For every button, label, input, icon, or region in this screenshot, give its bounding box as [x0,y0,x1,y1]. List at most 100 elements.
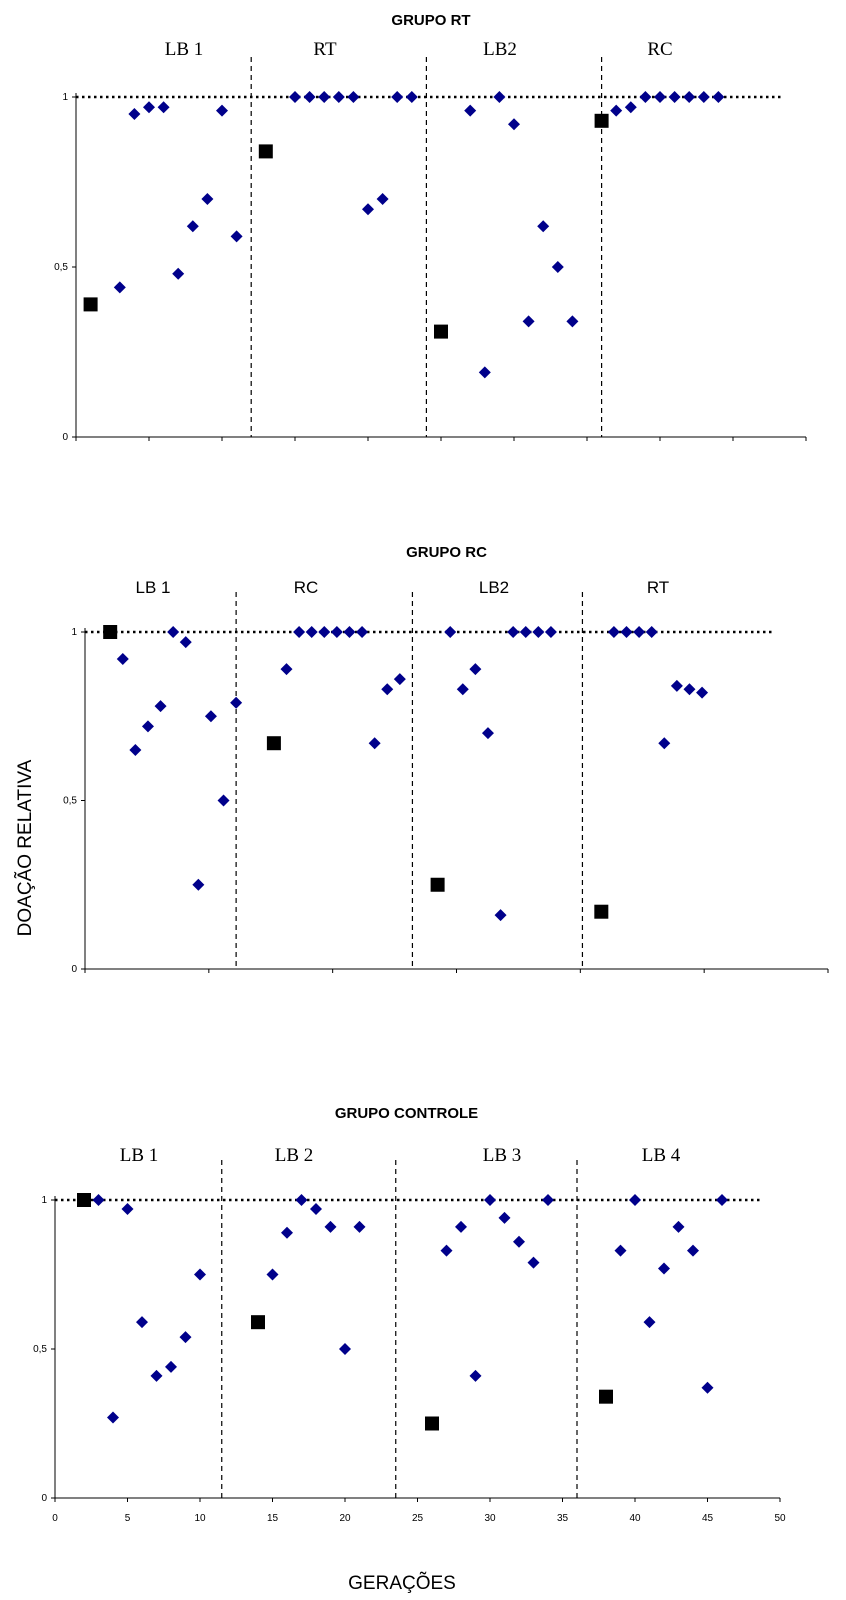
phase-label: RT [313,39,337,60]
phase-label: LB 1 [136,578,171,597]
data-point-diamond [658,737,671,750]
data-point-diamond [670,679,683,692]
data-point-diamond [607,626,620,638]
data-point-diamond [498,1211,511,1224]
phase-label: LB 1 [165,39,204,60]
data-point-diamond [469,663,482,676]
data-point-diamond [620,626,633,638]
data-point-diamond [324,1220,337,1233]
data-point-square [77,1193,91,1207]
data-point-diamond [332,91,345,103]
y-tick-label: 1 [71,627,77,638]
x-tick-label: 20 [339,1513,351,1524]
data-point-diamond [624,101,637,114]
data-point-diamond [217,794,230,807]
y-axis-label: DOAÇÃO RELATIVA [14,759,36,936]
data-point-diamond [478,366,491,379]
data-point-diamond [716,1194,728,1206]
data-point-diamond [192,878,205,891]
data-point-diamond [356,626,369,638]
data-point-diamond [645,626,658,638]
data-point-diamond [519,626,532,638]
data-point-diamond [293,626,306,638]
y-tick-label: 0,5 [63,796,77,807]
y-tick-label: 0 [62,432,68,443]
data-point-diamond [405,91,418,103]
data-point-diamond [522,315,535,328]
y-tick-label: 0 [71,964,77,975]
data-point-diamond [455,1220,467,1233]
data-point-diamond [614,1244,627,1257]
data-point-diamond [295,1194,308,1206]
data-point-square [430,877,445,892]
data-point-diamond [330,626,343,638]
x-tick-label: 25 [412,1513,424,1524]
x-tick-label: 15 [267,1513,279,1524]
data-point-diamond [266,1268,279,1281]
y-tick-label: 1 [62,92,68,103]
x-tick-label: 10 [194,1513,206,1524]
data-point-diamond [507,626,520,638]
y-tick-label: 0,5 [33,1344,47,1355]
phase-label: LB 1 [120,1145,159,1166]
data-point-diamond [136,1316,148,1329]
data-point-diamond [347,91,360,103]
y-tick-label: 0 [41,1493,47,1504]
data-point-diamond [376,193,389,205]
data-point-diamond [701,1381,714,1394]
data-point-diamond [318,91,331,103]
data-point-diamond [683,683,696,696]
x-tick-label: 5 [125,1513,131,1524]
data-point-diamond [186,220,199,233]
data-point-diamond [310,1202,322,1215]
phase-label: LB 2 [275,1145,314,1166]
data-point-square [251,1315,265,1330]
phase-label: LB2 [483,39,517,60]
data-point-diamond [141,720,154,733]
data-point-diamond [128,108,141,120]
data-point-diamond [469,1369,482,1382]
data-point-diamond [143,101,155,114]
x-tick-label: 50 [774,1513,786,1524]
x-tick-label: 0 [52,1513,58,1524]
data-point-square [594,113,609,128]
chart-panel-1: GRUPO RT LB 1 RT LB2 RC 0 0,5 1 [54,12,807,443]
phase-label: LB2 [479,578,509,597]
data-point-diamond [672,1220,685,1233]
data-point-diamond [537,220,550,233]
x-tick-label: 35 [557,1513,569,1524]
data-point-diamond [456,683,469,696]
data-point-diamond [696,686,709,699]
data-point-diamond [280,663,293,676]
data-point-diamond [544,626,557,638]
data-point-square [103,625,118,639]
data-point-diamond [697,91,710,103]
data-point-diamond [566,315,579,328]
phase-label: LB 4 [642,1145,681,1166]
data-point-diamond [393,673,406,686]
data-point-diamond [481,727,494,740]
data-point-square [425,1416,439,1431]
x-tick-label: 30 [484,1513,496,1524]
data-point-diamond [391,91,404,103]
data-point-diamond [668,91,681,103]
data-point-diamond [654,91,666,103]
data-point-diamond [179,1331,192,1344]
data-point-diamond [687,1244,699,1257]
x-axis-label: GERAÇÕES [348,1572,456,1594]
data-point-diamond [92,1194,105,1206]
data-point-diamond [281,1226,293,1239]
data-point-diamond [629,1194,641,1206]
data-point-diamond [658,1262,670,1275]
data-point-diamond [150,1369,163,1382]
data-point-diamond [201,193,214,205]
phase-label: RT [647,578,669,597]
data-point-diamond [107,1411,119,1424]
data-point-diamond [633,626,646,638]
data-point-diamond [216,104,228,117]
data-point-diamond [318,626,331,638]
chart-title: GRUPO RC [406,544,487,561]
data-point-diamond [154,700,167,713]
